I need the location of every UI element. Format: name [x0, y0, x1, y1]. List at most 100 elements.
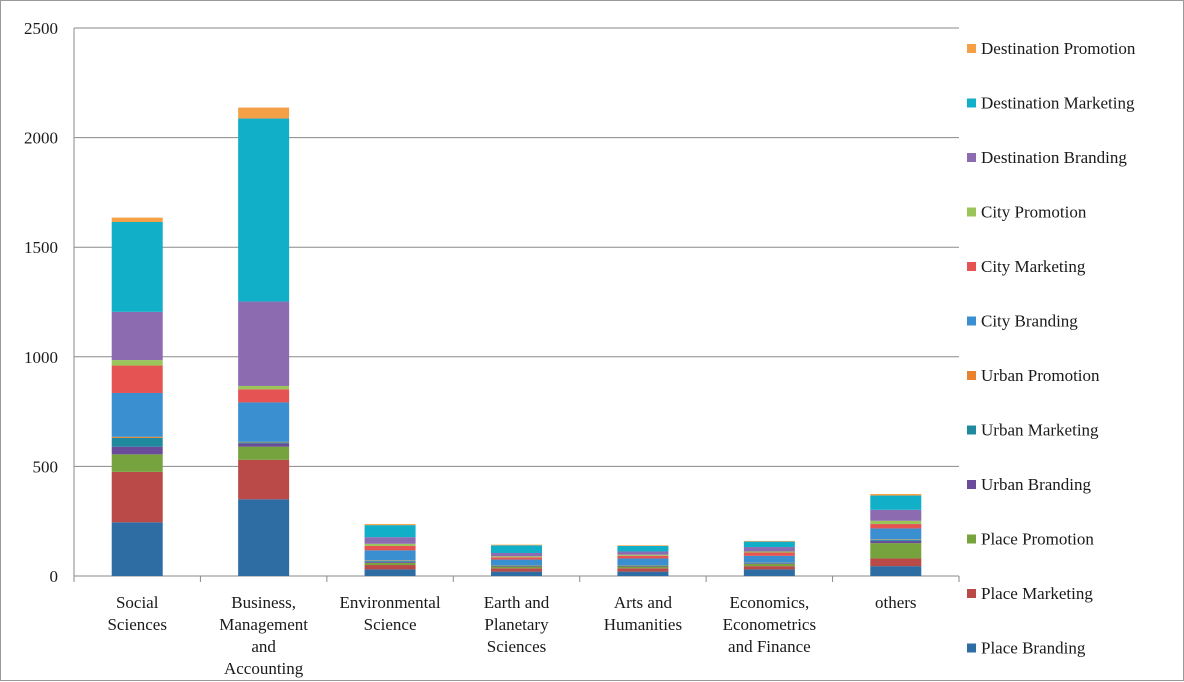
legend-swatch: [967, 153, 976, 162]
x-category-label: Science: [364, 615, 417, 634]
bar-segment: [491, 553, 542, 556]
bar-segment: [870, 540, 921, 541]
legend-label: Place Branding: [981, 639, 1086, 658]
bar-segment: [112, 522, 163, 576]
bar-segment: [238, 302, 289, 386]
bar-segment: [617, 556, 668, 559]
bar-segment: [365, 544, 416, 546]
legend-label: Urban Marketing: [981, 421, 1099, 440]
bar-segment: [238, 443, 289, 446]
bar-segment: [365, 569, 416, 576]
legend-label: City Branding: [981, 312, 1078, 331]
x-category-label: and Finance: [728, 637, 811, 656]
x-category-label: Sciences: [107, 615, 166, 634]
bar-segment: [491, 565, 542, 566]
bar-segment: [617, 568, 668, 571]
legend-label: Urban Promotion: [981, 366, 1100, 385]
bar-segment: [617, 551, 668, 554]
bar-segment: [112, 447, 163, 455]
bar-segment: [491, 560, 542, 565]
bar-segment: [238, 460, 289, 499]
bar-segment: [238, 402, 289, 441]
bar-segment: [365, 565, 416, 569]
bar-segment: [870, 521, 921, 524]
y-tick-label: 1500: [24, 238, 58, 257]
bar-segment: [112, 437, 163, 438]
bar-segment: [491, 572, 542, 576]
bar-segment: [744, 563, 795, 564]
x-category-label: others: [875, 593, 917, 612]
y-tick-label: 2500: [24, 19, 58, 38]
legend-swatch: [967, 426, 976, 435]
legend-swatch: [967, 208, 976, 217]
legend-swatch: [967, 644, 976, 653]
bar-segment: [617, 558, 668, 565]
bar-segment: [238, 442, 289, 443]
bar-segment: [617, 546, 668, 551]
x-category-label: Sciences: [487, 637, 546, 656]
bar-segment: [870, 541, 921, 543]
bar-segment: [870, 494, 921, 496]
bar-segment: [744, 563, 795, 564]
legend-swatch: [967, 371, 976, 380]
bar-segment: [870, 496, 921, 510]
x-category-label: Arts and: [614, 593, 673, 612]
bar-segment: [744, 556, 795, 563]
legend-label: Urban Branding: [981, 475, 1092, 494]
bar-segment: [617, 567, 668, 569]
bar-segment: [491, 566, 542, 567]
x-category-label: and: [251, 637, 276, 656]
bar-segment: [238, 119, 289, 302]
bar-segment: [365, 546, 416, 550]
bar-segment: [744, 551, 795, 552]
bar-segment: [870, 510, 921, 521]
bar-segment: [491, 567, 542, 569]
bar-segment: [365, 562, 416, 563]
legend-label: City Promotion: [981, 203, 1087, 222]
bar-segment: [112, 454, 163, 472]
bar-segment: [617, 572, 668, 576]
x-category-label: Econometrics: [723, 615, 816, 634]
y-tick-label: 0: [50, 567, 59, 586]
bar-segment: [870, 566, 921, 576]
bar-segment: [112, 366, 163, 393]
bar-segment: [870, 558, 921, 566]
bar-segment: [617, 545, 668, 546]
x-category-label: Accounting: [224, 659, 304, 678]
bar-segment: [238, 108, 289, 119]
legend-label: Destination Branding: [981, 148, 1127, 167]
y-tick-label: 2000: [24, 129, 58, 148]
y-tick-label: 500: [33, 457, 59, 476]
bar-segment: [365, 537, 416, 544]
bar-segment: [744, 564, 795, 566]
y-tick-label: 1000: [24, 348, 58, 367]
bar-segment: [112, 218, 163, 222]
bar-segment: [744, 541, 795, 542]
bar-segment: [238, 499, 289, 576]
bar-segment: [870, 543, 921, 558]
bar-segment: [491, 545, 542, 553]
x-category-label: Management: [219, 615, 308, 634]
bar-segment: [365, 563, 416, 565]
bar-segment: [744, 547, 795, 551]
legend-swatch: [967, 535, 976, 544]
legend-swatch: [967, 589, 976, 598]
legend-swatch: [967, 44, 976, 53]
bar-segment: [112, 472, 163, 522]
legend-swatch: [967, 99, 976, 108]
bar-segment: [365, 524, 416, 525]
legend-label: City Marketing: [981, 257, 1086, 276]
bar-segment: [365, 550, 416, 560]
x-category-label: Earth and: [484, 593, 550, 612]
bar-segment: [744, 566, 795, 569]
bar-segment: [112, 438, 163, 447]
x-category-label: Environmental: [340, 593, 441, 612]
bar-segment: [617, 566, 668, 567]
legend-swatch: [967, 262, 976, 271]
x-category-label: Humanities: [604, 615, 682, 634]
bar-segment: [365, 561, 416, 562]
x-category-label: Social: [116, 593, 159, 612]
bar-segment: [238, 447, 289, 460]
